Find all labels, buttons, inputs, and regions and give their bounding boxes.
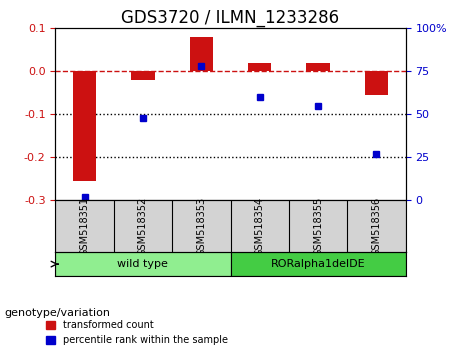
Text: wild type: wild type — [118, 259, 168, 269]
Text: GSM518351: GSM518351 — [79, 197, 89, 256]
Text: RORalpha1delDE: RORalpha1delDE — [271, 259, 366, 269]
FancyBboxPatch shape — [230, 252, 406, 276]
Bar — [73, 72, 96, 181]
Text: GSM518352: GSM518352 — [138, 196, 148, 256]
Bar — [189, 37, 213, 72]
Text: GSM518354: GSM518354 — [254, 197, 265, 256]
Bar — [248, 63, 272, 72]
Legend: transformed count, percentile rank within the sample: transformed count, percentile rank withi… — [42, 316, 232, 349]
Bar — [365, 72, 388, 95]
Bar — [131, 72, 154, 80]
FancyBboxPatch shape — [55, 252, 230, 276]
Title: GDS3720 / ILMN_1233286: GDS3720 / ILMN_1233286 — [121, 9, 340, 27]
Text: GSM518356: GSM518356 — [372, 197, 382, 256]
Bar — [307, 63, 330, 72]
Text: GSM518353: GSM518353 — [196, 197, 207, 256]
Text: genotype/variation: genotype/variation — [5, 308, 111, 318]
Text: GSM518355: GSM518355 — [313, 196, 323, 256]
